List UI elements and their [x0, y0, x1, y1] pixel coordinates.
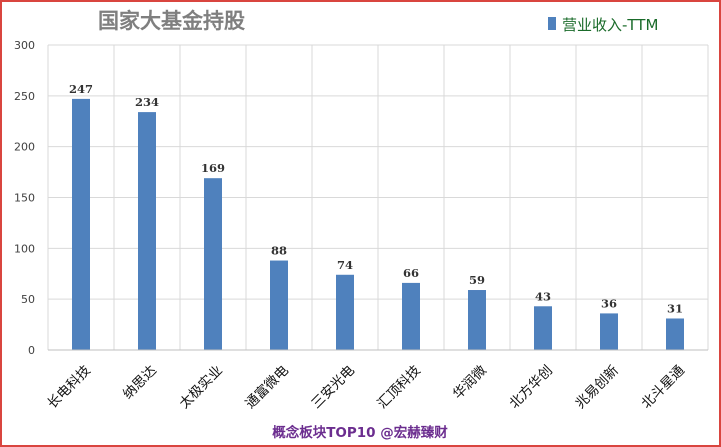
x-category-label: 长电科技 — [44, 362, 94, 412]
bar — [600, 313, 618, 350]
x-category-label: 太极实业 — [176, 363, 225, 412]
x-category-label: 纳思达 — [120, 362, 160, 402]
data-label: 59 — [469, 273, 485, 287]
data-label: 43 — [535, 289, 551, 303]
bar — [270, 260, 288, 350]
bar — [402, 282, 420, 350]
data-label: 74 — [337, 258, 353, 272]
data-labels: 247 234 169 88 74 66 59 43 36 31 — [69, 82, 683, 316]
gridlines — [47, 44, 709, 350]
legend-swatch — [548, 17, 556, 30]
bars — [72, 98, 684, 350]
x-category-label: 华润微 — [450, 362, 490, 402]
data-label: 31 — [667, 301, 683, 315]
data-label: 169 — [201, 161, 225, 175]
bar — [666, 318, 684, 350]
legend: 营业收入-TTM — [548, 16, 658, 34]
y-tick-label: 100 — [14, 242, 35, 255]
data-label: 36 — [601, 296, 617, 310]
bar — [204, 178, 222, 350]
y-axis-ticks: 0 50 100 150 200 250 300 — [14, 39, 35, 357]
y-tick-label: 50 — [21, 293, 35, 306]
y-tick-label: 250 — [14, 90, 35, 103]
data-label: 247 — [69, 82, 93, 96]
legend-label: 营业收入-TTM — [562, 16, 658, 34]
y-tick-label: 0 — [28, 344, 35, 357]
x-category-label: 通富微电 — [242, 362, 292, 412]
bar — [468, 290, 486, 350]
data-label: 234 — [135, 95, 159, 109]
chart-title: 国家大基金持股 — [98, 9, 245, 33]
bar — [72, 98, 90, 350]
bar — [138, 112, 156, 350]
y-tick-label: 200 — [14, 141, 35, 154]
x-category-label: 北方华创 — [506, 363, 555, 412]
data-label: 88 — [271, 244, 287, 258]
y-tick-label: 300 — [14, 39, 35, 52]
x-category-label: 北斗星通 — [638, 362, 688, 412]
x-axis-labels: 长电科技 纳思达 太极实业 通富微电 三安光电 汇顶科技 华润微 北方华创 兆易创新 北斗星通 — [44, 362, 688, 412]
y-tick-label: 150 — [14, 192, 35, 205]
bar — [336, 274, 354, 350]
x-category-label: 三安光电 — [308, 363, 357, 412]
data-label: 66 — [403, 266, 419, 280]
x-category-label: 汇顶科技 — [374, 362, 424, 412]
x-category-label: 兆易创新 — [572, 363, 621, 412]
bar — [534, 306, 552, 350]
footer-text: 概念板块TOP10 @宏赫臻财 — [272, 424, 448, 441]
